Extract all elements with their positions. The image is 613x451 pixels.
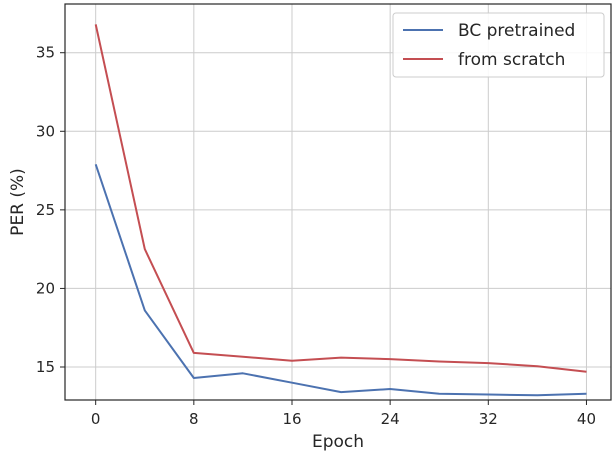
x-tick-label: 40 [577,410,596,428]
x-axis-label: Epoch [312,432,364,451]
y-tick-label: 15 [36,358,55,376]
series-line-from-scratch [94,24,587,373]
x-tick-label: 0 [91,410,101,428]
legend-box [392,12,605,78]
x-tick-label: 8 [189,410,199,428]
y-tick-label: 25 [36,201,55,219]
series-line-bc-pretrained [94,163,587,397]
y-tick-label: 35 [36,44,55,62]
ticks-layer: 0 8 16 24 32 40 15 20 25 30 35 [36,44,596,428]
plot-frame [64,3,612,401]
x-tick-label: 16 [282,410,301,428]
x-tick-label: 24 [381,410,400,428]
legend-label-bc-pretrained: BC pretrained [458,21,575,41]
y-axis-label: PER (%) [8,168,28,236]
y-tick-label: 20 [36,279,55,297]
y-tick-label: 30 [36,122,55,140]
legend: BC pretrained from scratch [392,12,605,78]
legend-label-from-scratch: from scratch [458,50,565,70]
x-tick-label: 32 [479,410,498,428]
series-layer [94,24,587,397]
